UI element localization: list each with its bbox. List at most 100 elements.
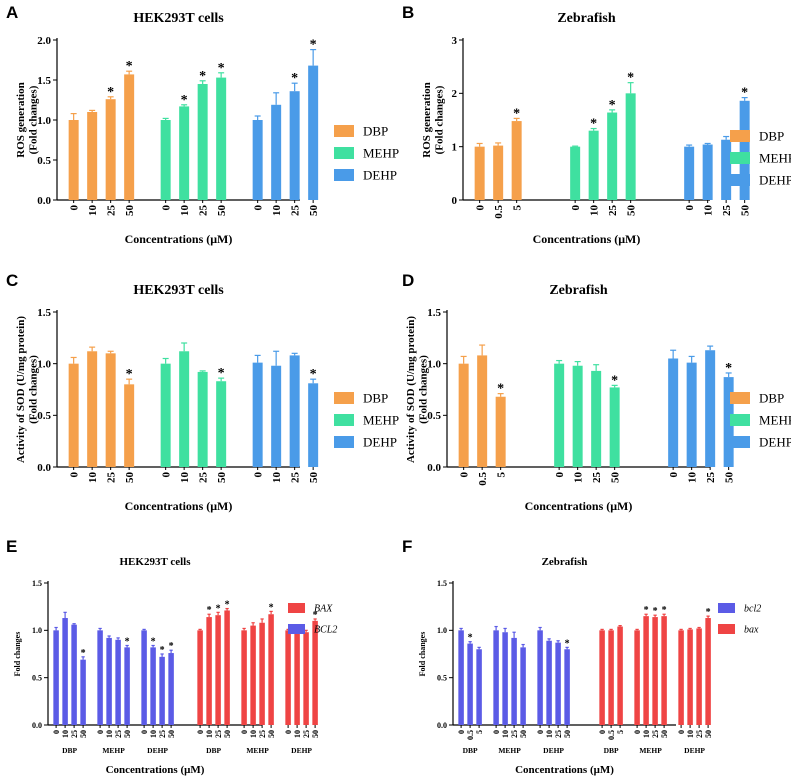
bar xyxy=(71,624,77,725)
bar xyxy=(159,656,165,725)
bar xyxy=(476,649,482,725)
legend-swatch xyxy=(718,624,735,634)
x-tick-label: 50 xyxy=(610,472,622,484)
y-axis-label-line: ROS generation xyxy=(15,82,27,157)
bar xyxy=(294,631,300,725)
x-tick-label: 0 xyxy=(140,730,149,734)
x-tick-label: 0 xyxy=(475,205,487,211)
y-axis-label-line: ROS generation xyxy=(421,82,433,157)
y-tick-label: 1 xyxy=(452,142,458,154)
significance-star: * xyxy=(310,38,317,53)
y-tick-label: 1.5 xyxy=(37,307,51,319)
bar xyxy=(268,614,274,725)
significance-star: * xyxy=(313,610,318,621)
bar xyxy=(684,146,695,200)
chart-title: HEK293T cells xyxy=(120,556,192,568)
x-tick-label: 0 xyxy=(196,730,205,734)
x-tick-label: 0 xyxy=(554,472,566,478)
bar xyxy=(53,630,59,725)
x-tick-label: 50 xyxy=(519,730,528,738)
significance-star: * xyxy=(590,117,597,132)
bar xyxy=(289,91,300,200)
bar xyxy=(303,632,309,725)
y-axis-label-line: Activity of SOD (U/mg protein) xyxy=(15,316,27,463)
bar xyxy=(308,383,319,467)
x-tick-label: 10 xyxy=(205,730,214,738)
significance-star: * xyxy=(609,98,616,113)
legend-label: MEHP xyxy=(363,413,399,428)
bar xyxy=(150,647,156,725)
significance-star: * xyxy=(199,69,206,84)
significance-star: * xyxy=(706,607,711,618)
bar xyxy=(259,622,265,725)
x-tick-label: 10 xyxy=(87,472,99,484)
y-axis-label-line: (Fold changes) xyxy=(418,355,430,424)
chart-title: Zebrafish xyxy=(542,556,588,568)
significance-star: * xyxy=(627,71,634,86)
x-tick-label: 0.5 xyxy=(477,472,489,486)
bar xyxy=(289,355,300,467)
x-tick-label: 0 xyxy=(457,730,466,734)
group-label: DEHP xyxy=(147,746,168,755)
x-tick-label: 0 xyxy=(684,205,696,211)
x-axis-label: Concentrations (μM) xyxy=(525,499,633,513)
x-tick-label: 10 xyxy=(61,730,70,738)
group-label: DEHP xyxy=(543,746,564,755)
x-tick-label: 25 xyxy=(158,730,167,738)
significance-star: * xyxy=(725,361,732,376)
bar xyxy=(215,615,221,725)
x-tick-label: 25 xyxy=(214,730,223,738)
y-tick-label: 0.0 xyxy=(32,721,42,730)
bar xyxy=(678,630,684,725)
x-tick-label: 10 xyxy=(249,730,258,738)
x-tick-label: 50 xyxy=(216,472,228,484)
y-axis-label-line: (Fold changes) xyxy=(28,355,40,424)
bar xyxy=(160,120,171,200)
chart-title: Zebrafish xyxy=(557,11,616,26)
bar xyxy=(723,377,734,467)
bar xyxy=(546,640,552,725)
x-tick-label: 0 xyxy=(69,205,81,211)
bar xyxy=(570,146,581,200)
y-axis-label: Activity of SOD (U/mg protein)(Fold chan… xyxy=(15,316,40,463)
legend-swatch xyxy=(730,392,750,404)
x-tick-label: 25 xyxy=(198,205,210,217)
legend-swatch xyxy=(730,436,750,448)
legend-swatch xyxy=(718,603,735,613)
bar xyxy=(160,363,171,467)
significance-star: * xyxy=(81,648,86,659)
group-label: DBP xyxy=(463,746,478,755)
bar xyxy=(564,649,570,725)
legend-label: DBP xyxy=(363,391,388,406)
legend-label: DEHP xyxy=(363,168,397,183)
x-tick-label: 0 xyxy=(668,472,680,478)
x-tick-label: 25 xyxy=(705,472,717,484)
significance-star: * xyxy=(513,106,520,121)
legend-swatch xyxy=(288,624,305,634)
bar xyxy=(493,145,504,200)
x-tick-label: 0.5 xyxy=(493,205,505,219)
legend-swatch xyxy=(334,147,354,159)
x-tick-label: 25 xyxy=(721,205,733,217)
legend-swatch xyxy=(730,414,750,426)
bar xyxy=(705,618,711,725)
bar xyxy=(224,610,230,725)
bar xyxy=(467,643,473,725)
bar xyxy=(62,618,68,725)
x-tick-label: 25 xyxy=(591,472,603,484)
bar xyxy=(105,353,116,467)
x-tick-label: 10 xyxy=(293,730,302,738)
bar xyxy=(271,104,282,200)
legend-swatch xyxy=(288,603,305,613)
legend-label: bcl2 xyxy=(744,604,761,615)
bar xyxy=(520,647,526,725)
y-tick-label: 0.5 xyxy=(427,410,441,422)
group-label: DBP xyxy=(62,746,77,755)
y-axis-label: ROS generation(Fold changes) xyxy=(421,82,446,157)
x-tick-label: 50 xyxy=(563,730,572,738)
bar xyxy=(652,617,658,725)
x-tick-label: 0 xyxy=(253,472,265,478)
